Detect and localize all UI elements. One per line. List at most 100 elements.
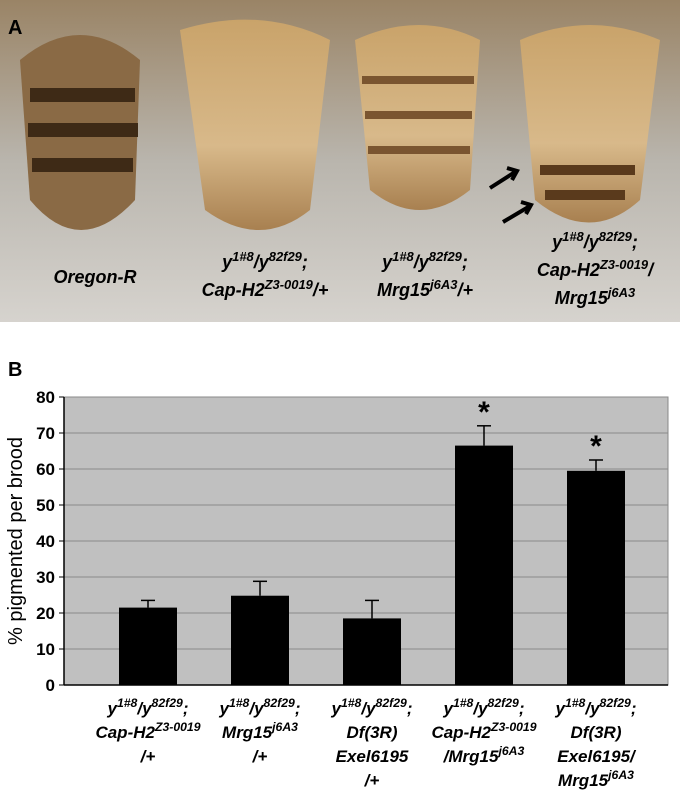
label-line: Oregon-R xyxy=(54,267,137,287)
label-line: Mrg15j6A3 xyxy=(222,720,298,742)
superscript: 1#8 xyxy=(565,696,586,710)
text-run: Mrg15 xyxy=(558,771,609,790)
text-run: /y xyxy=(136,699,153,718)
label-line: Df(3R) xyxy=(571,723,622,742)
text-run: y xyxy=(330,699,342,718)
superscript: j6A3 xyxy=(496,744,524,758)
photo: A xyxy=(0,0,680,322)
superscript: 1#8 xyxy=(232,249,254,264)
text-run: ; xyxy=(183,699,189,718)
text-run: ; xyxy=(631,699,637,718)
text-run: /y xyxy=(253,252,270,272)
text-run: /+ xyxy=(364,771,380,790)
text-run: ; xyxy=(295,699,301,718)
text-run: /y xyxy=(413,252,430,272)
y-tick-label: 60 xyxy=(36,460,55,479)
text-run: /y xyxy=(583,232,600,252)
superscript: 82f29 xyxy=(488,696,519,710)
label-line: Cap-H2Z3-0019 xyxy=(95,720,200,742)
significance-marker: * xyxy=(478,396,490,429)
y-tick-label: 30 xyxy=(36,568,55,587)
text-run: Oregon-R xyxy=(54,267,137,287)
text-run: Mrg15 xyxy=(555,288,609,308)
superscript: 82f29 xyxy=(376,696,407,710)
arrow xyxy=(488,166,520,190)
label-line: Df(3R) xyxy=(347,723,398,742)
bar xyxy=(567,470,625,685)
text-run: y xyxy=(551,232,563,252)
text-run: Df(3R) xyxy=(571,723,622,742)
label-line: /Mrg15j6A3 xyxy=(443,744,525,766)
label-line: y1#8/y82f29; xyxy=(221,249,308,273)
fly-stripes xyxy=(28,88,138,172)
bar xyxy=(231,595,289,685)
label-line: y1#8/y82f29; xyxy=(442,696,524,718)
text-run: y xyxy=(221,252,233,272)
label-line: Cap-H2Z3-0019/ xyxy=(537,257,655,281)
y-tick-label: 40 xyxy=(36,532,55,551)
text-run: y xyxy=(554,699,566,718)
text-run: /y xyxy=(584,699,601,718)
bar xyxy=(119,607,177,685)
text-run: /Mrg15 xyxy=(443,747,499,766)
superscript: 82f29 xyxy=(152,696,183,710)
text-run: /y xyxy=(248,699,265,718)
text-run: Exel6195 xyxy=(336,747,409,766)
superscript: 1#8 xyxy=(117,696,138,710)
text-run: y xyxy=(106,699,118,718)
text-run: Cap-H2 xyxy=(431,723,491,742)
superscript: 1#8 xyxy=(229,696,250,710)
y-tick-label: 20 xyxy=(36,604,55,623)
superscript: 82f29 xyxy=(599,229,633,244)
fly-stripes xyxy=(362,76,474,154)
text-run: /+ xyxy=(456,280,473,300)
bar xyxy=(343,618,401,685)
superscript: j6A3 xyxy=(606,768,634,782)
bar xyxy=(455,445,513,685)
panel-label: B xyxy=(8,359,22,381)
superscript: j6A3 xyxy=(428,277,458,292)
superscript: j6A3 xyxy=(606,285,636,300)
superscript: Z3-0019 xyxy=(599,257,649,272)
text-run: Cap-H2 xyxy=(95,723,155,742)
text-run: ; xyxy=(462,252,468,272)
text-run: / xyxy=(647,260,655,280)
text-run: /+ xyxy=(252,747,268,766)
text-run: ; xyxy=(519,699,525,718)
superscript: 82f29 xyxy=(269,249,303,264)
label-line: Mrg15j6A3/+ xyxy=(377,277,473,301)
superscript: 1#8 xyxy=(392,249,414,264)
text-run: ; xyxy=(407,699,413,718)
label-line: Cap-H2Z3-0019/+ xyxy=(202,277,329,301)
y-tick-label: 10 xyxy=(36,640,55,659)
superscript: 82f29 xyxy=(264,696,295,710)
superscript: j6A3 xyxy=(270,720,298,734)
superscript: 82f29 xyxy=(429,249,463,264)
text-run: Exel6195/ xyxy=(557,747,637,766)
text-run: y xyxy=(218,699,230,718)
fly-stripes xyxy=(540,165,635,200)
superscript: Z3-0019 xyxy=(264,277,314,292)
text-run: Mrg15 xyxy=(377,280,431,300)
label-line: Mrg15j6A3 xyxy=(555,285,636,309)
superscript: 82f29 xyxy=(600,696,631,710)
text-run: ; xyxy=(632,232,638,252)
text-run: /+ xyxy=(140,747,156,766)
y-tick-label: 0 xyxy=(46,676,55,695)
label-line: /+ xyxy=(140,747,156,766)
superscript: Z3-0019 xyxy=(154,720,201,734)
y-tick-label: 70 xyxy=(36,424,55,443)
y-tick-label: 80 xyxy=(36,388,55,407)
label-line: Mrg15j6A3 xyxy=(558,768,634,790)
panel-label: A xyxy=(8,17,22,39)
text-run: Mrg15 xyxy=(222,723,273,742)
text-run: /+ xyxy=(312,280,329,300)
superscript: 1#8 xyxy=(562,229,584,244)
label-line: /+ xyxy=(252,747,268,766)
y-axis-title: % pigmented per brood xyxy=(5,437,27,645)
significance-marker: * xyxy=(590,430,602,463)
text-run: Cap-H2 xyxy=(202,280,265,300)
superscript: 1#8 xyxy=(453,696,474,710)
label-line: Cap-H2Z3-0019 xyxy=(431,720,536,742)
